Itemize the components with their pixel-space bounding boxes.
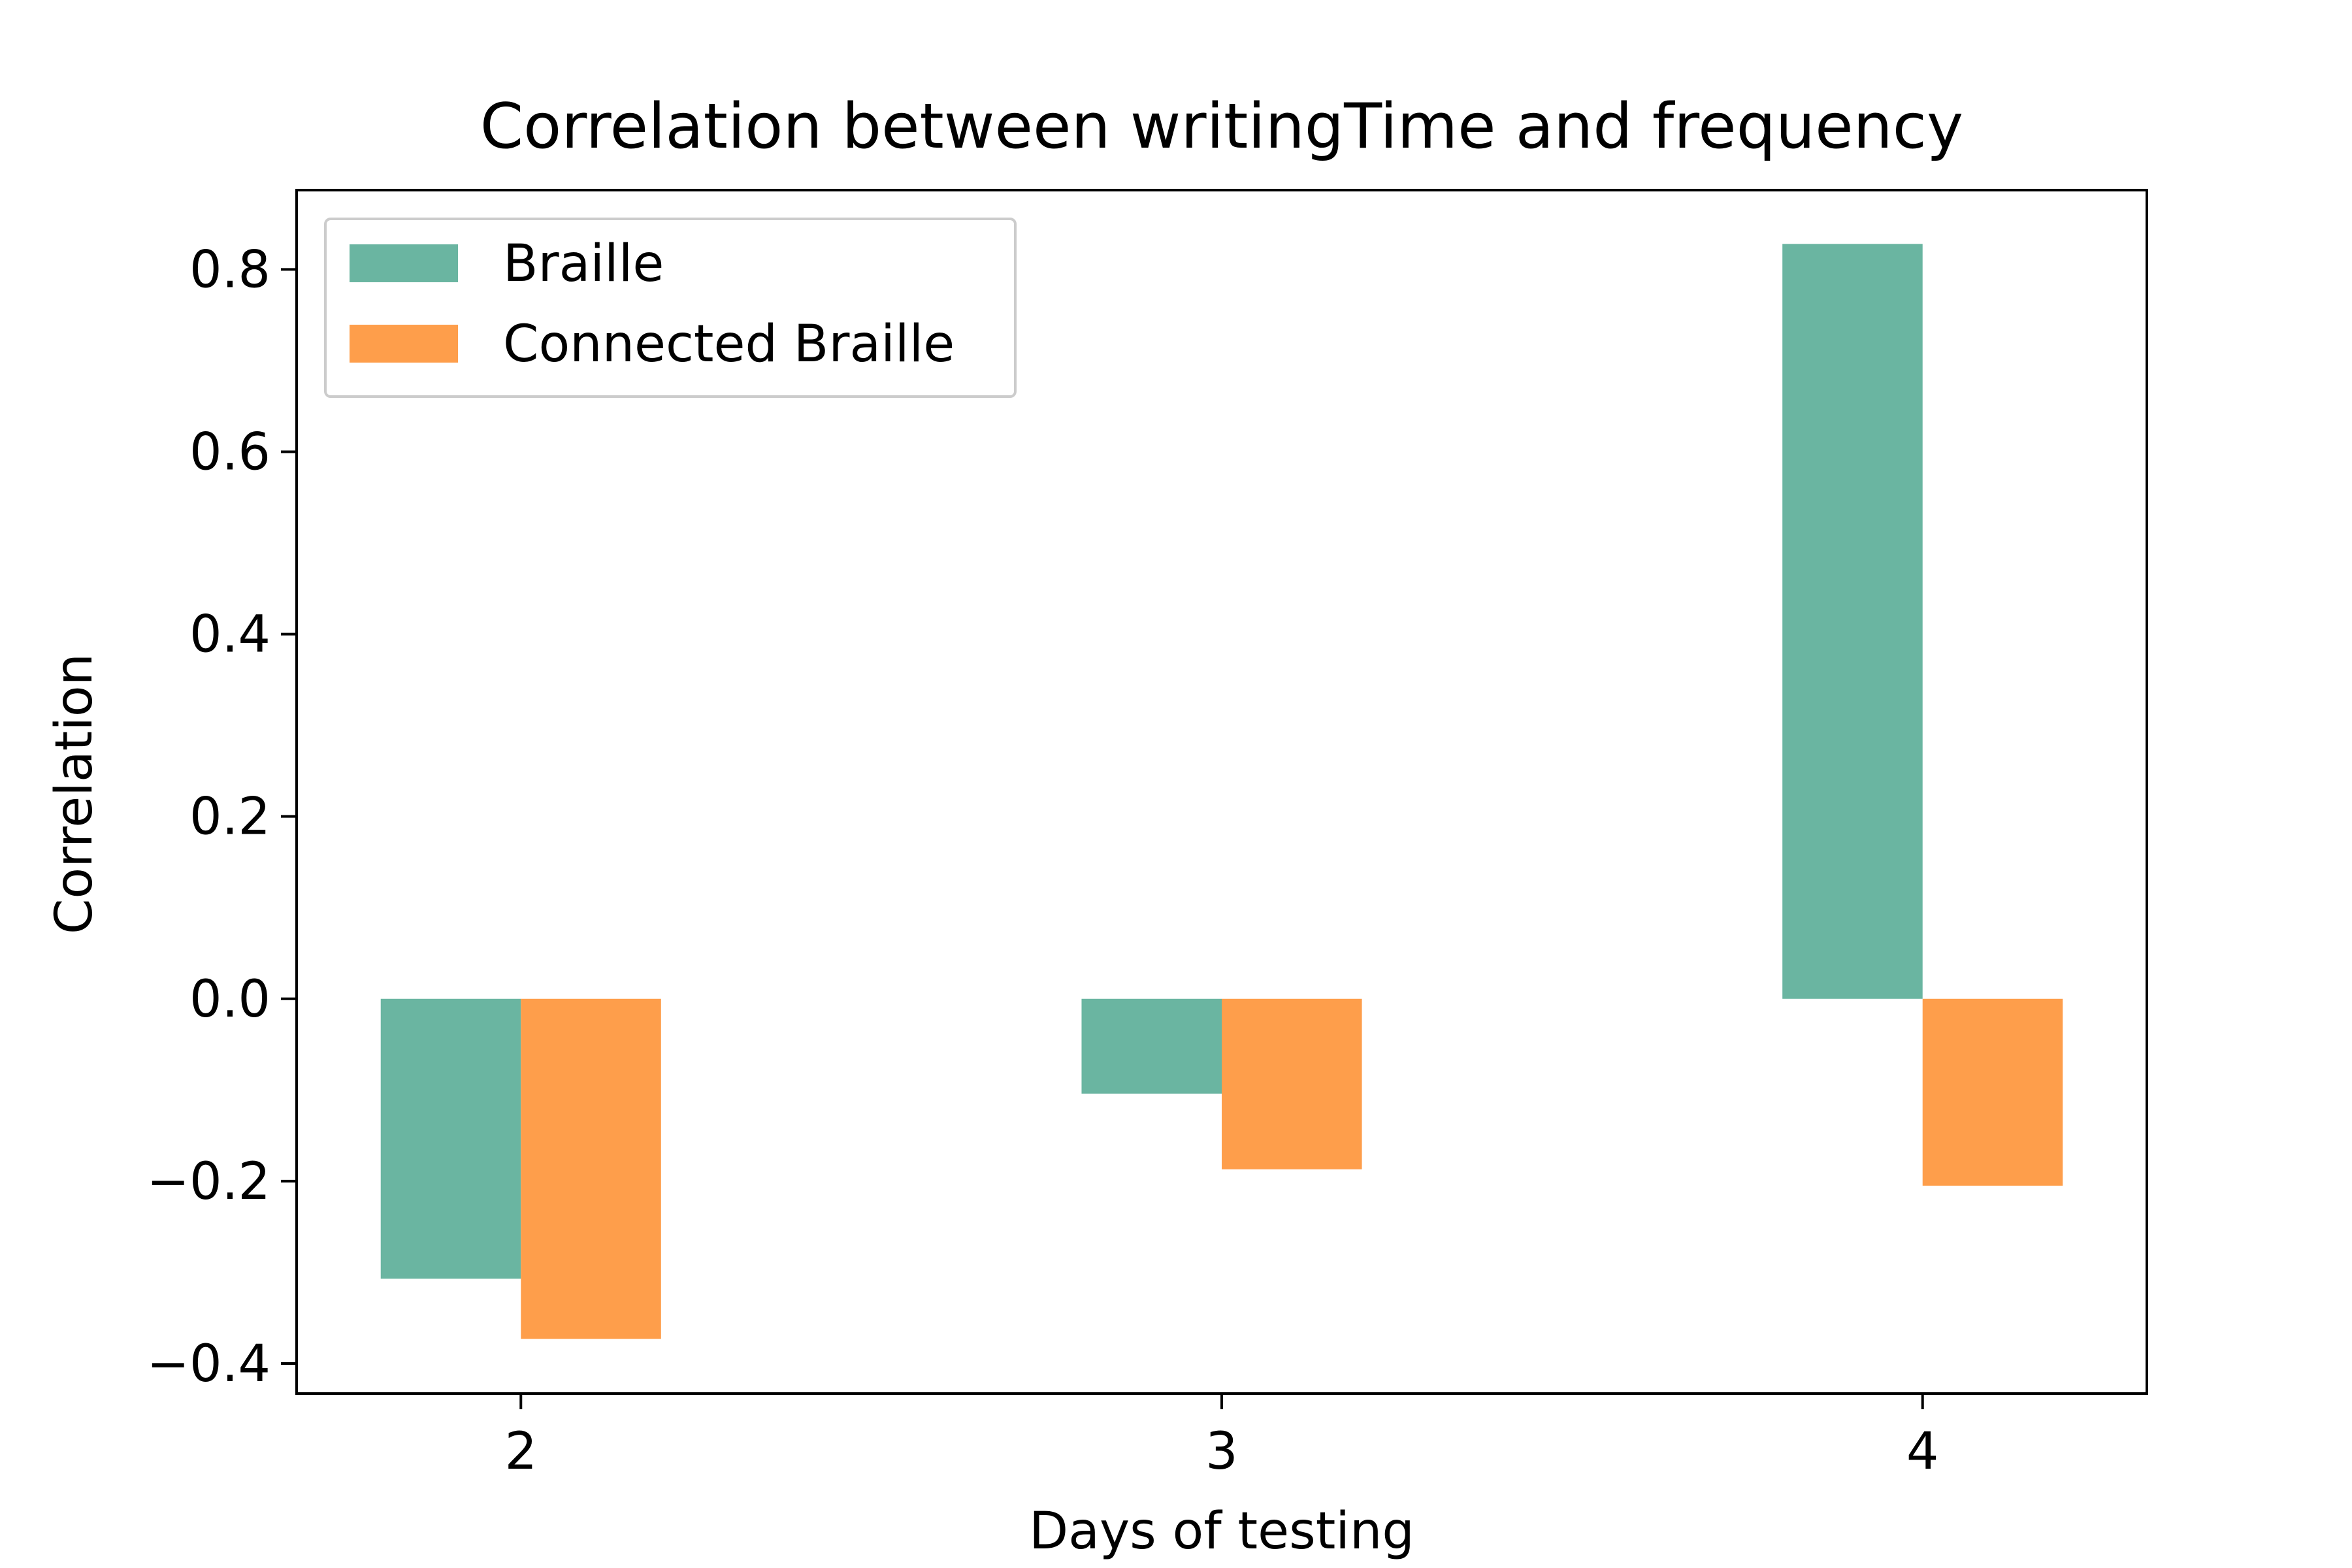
y-axis-label: Correlation [45, 653, 104, 934]
y-tick-label: −0.2 [147, 1152, 270, 1211]
legend-label-braille: Braille [503, 235, 664, 293]
legend-frame [324, 218, 1017, 398]
x-tick-label: 4 [1906, 1422, 1939, 1481]
bar-connected-braille-day-3 [1222, 998, 1362, 1169]
y-tick-label: 0.4 [189, 606, 270, 664]
legend-swatch-braille [350, 244, 458, 282]
x-axis-label: Days of testing [1029, 1502, 1414, 1561]
bar-braille-day-4 [1782, 244, 1923, 999]
x-tick-label: 3 [1205, 1422, 1238, 1481]
bar-connected-braille-day-4 [1922, 998, 2063, 1186]
bar-braille-day-2 [380, 998, 521, 1279]
y-tick-label: 0.0 [189, 970, 270, 1029]
ticks-layer: −0.4 −0.2 0.0 0.2 0.4 0.6 0.8 2 3 4 [147, 240, 1939, 1481]
y-tick-label: 0.6 [189, 423, 270, 482]
y-tick-label: 0.2 [189, 788, 270, 847]
legend-swatch-connected-braille [350, 325, 458, 363]
bar-braille-day-3 [1081, 998, 1222, 1094]
bar-connected-braille-day-2 [521, 998, 661, 1339]
legend-label-connected-braille: Connected Braille [503, 315, 955, 374]
chart-title: Correlation between writingTime and freq… [480, 91, 1963, 163]
legend: Braille Connected Braille [324, 218, 1017, 398]
x-tick-label: 2 [504, 1422, 537, 1481]
y-tick-label: −0.4 [147, 1335, 270, 1394]
plot-frame [295, 189, 2148, 1395]
y-tick-label: 0.8 [189, 240, 270, 299]
bars-layer [380, 244, 2063, 1339]
